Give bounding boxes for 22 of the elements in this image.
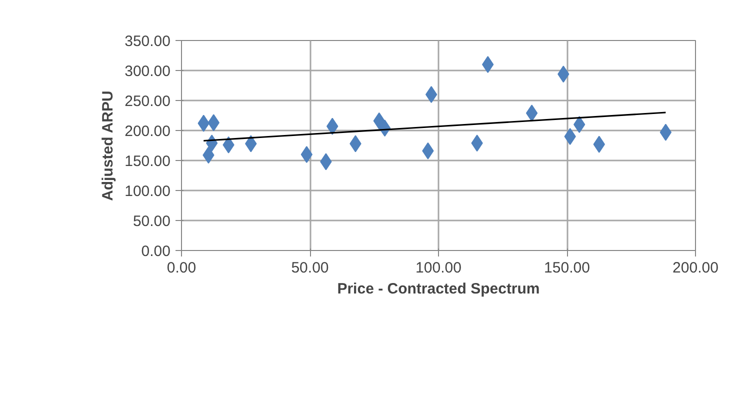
y-tick-label: 0.00 [141, 243, 171, 260]
y-tick-label: 200.00 [124, 123, 171, 140]
y-axis-title: Adjusted ARPU [100, 90, 117, 201]
x-tick-label: 100.00 [416, 260, 462, 276]
y-tick-label: 150.00 [124, 153, 171, 170]
y-tick-label: 350.00 [124, 33, 171, 50]
x-tick-label: 50.00 [291, 260, 329, 276]
y-tick-label: 300.00 [124, 63, 171, 80]
point [300, 146, 312, 163]
point [574, 116, 586, 133]
y-tick-label: 250.00 [124, 93, 171, 110]
point [482, 56, 494, 73]
point [564, 128, 576, 145]
x-tick-label: 0.00 [166, 260, 196, 276]
x-tick-label: 150.00 [544, 260, 590, 276]
x-tick-label: 200.00 [672, 260, 718, 276]
y-tick-label: 100.00 [124, 183, 171, 200]
y-tick-label: 50.00 [132, 213, 171, 230]
point [425, 86, 438, 103]
x-axis-title: Price - Contracted Spectrum [337, 280, 540, 298]
point [526, 104, 538, 122]
point [660, 124, 672, 141]
